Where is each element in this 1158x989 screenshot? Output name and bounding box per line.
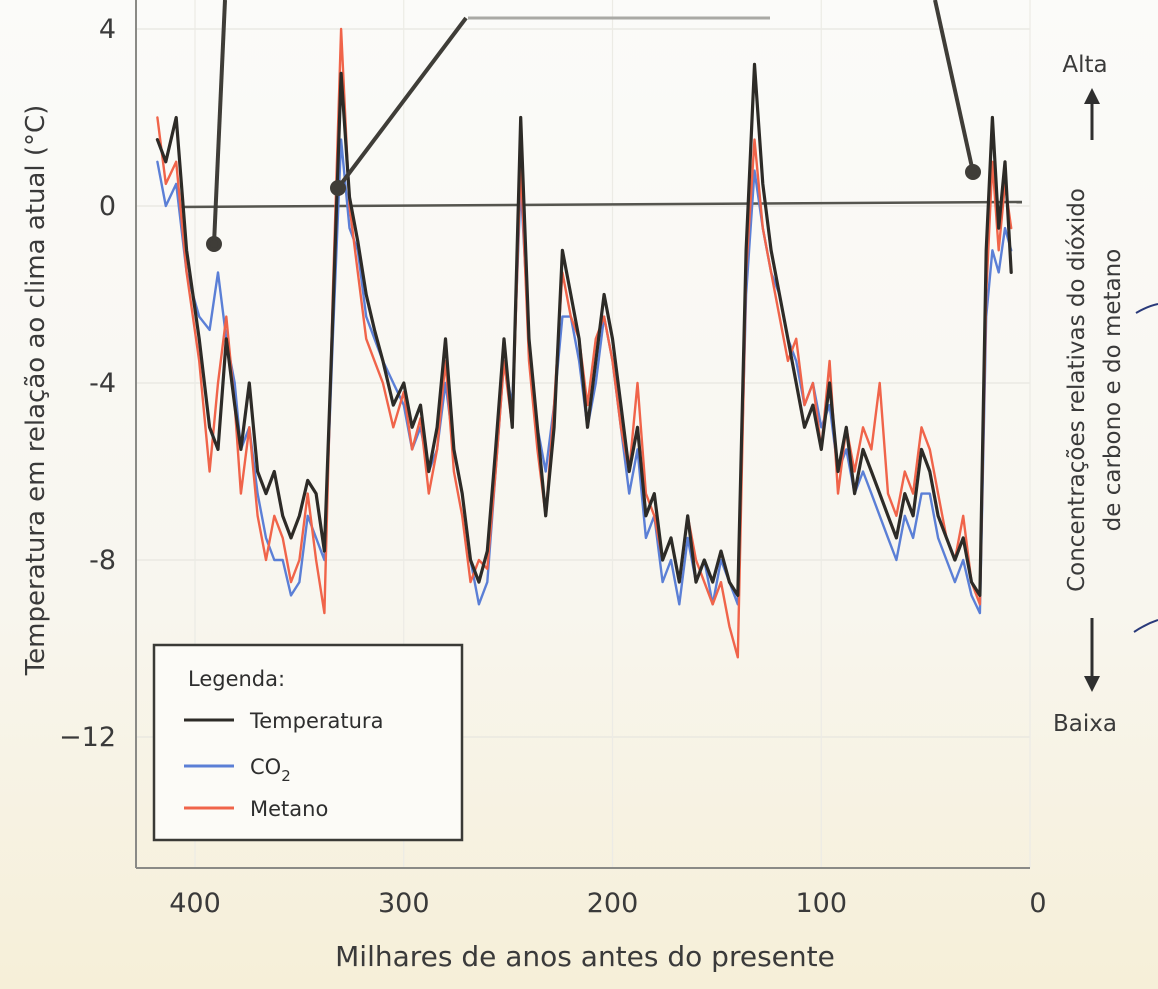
x-tick-label-2: 200 — [587, 888, 639, 919]
legend-label-co2-main: CO — [250, 755, 281, 779]
series-group — [155, 27, 1013, 659]
x-tick-label-3: 100 — [795, 888, 847, 919]
y-axis-title: Temperatura em relação ao clima atual (°… — [21, 105, 51, 677]
legend-label-co2-subscript: 2 — [281, 767, 291, 785]
y-tick-label-1: 0 — [99, 191, 116, 222]
series-line-temperatura — [155, 62, 1013, 597]
x-axis-title: Milhares de anos antes do presente — [335, 940, 835, 973]
legend-label-metano: Metano — [250, 797, 328, 821]
x-tick-label-0: 400 — [169, 888, 221, 919]
x-tick-label-1: 300 — [378, 888, 430, 919]
callout-marker-1 — [206, 236, 222, 252]
right-axis-bottom-label: Baixa — [1053, 711, 1117, 737]
callout-marker-3 — [965, 164, 981, 180]
series-line-metano — [156, 27, 1013, 659]
right-axis-up-arrow-icon — [1084, 88, 1100, 104]
series-line-co2 — [156, 138, 1013, 615]
legend-title: Legenda: — [188, 667, 285, 691]
callout-line-3 — [933, 0, 975, 173]
y-tick-label-4: −12 — [59, 722, 116, 753]
y-tick-label-3: -8 — [89, 545, 116, 576]
pen-mark-upper — [1135, 303, 1158, 314]
callout-line-2 — [336, 16, 468, 190]
right-axis-label-line2: de carbono e do metano — [1100, 249, 1126, 532]
x-tick-label-4: 0 — [1029, 888, 1046, 919]
y-tick-label-0: 4 — [99, 14, 116, 45]
x-tick-labels: 400 300 200 100 0 — [169, 888, 1046, 919]
right-axis-top-label: Alta — [1062, 52, 1107, 78]
right-axis-label-line1: Concentrações relativas do dióxido — [1064, 188, 1090, 592]
legend: Legenda: Temperatura CO2 Metano — [152, 643, 464, 842]
callout-line-1 — [212, 0, 227, 245]
y-tick-labels: 4 0 -4 -8 −12 — [59, 14, 116, 753]
callout-marker-2 — [330, 180, 346, 196]
y-tick-label-2: -4 — [89, 368, 116, 399]
legend-label-co2: CO2 — [250, 755, 291, 785]
pen-mark-lower — [1133, 619, 1158, 633]
legend-label-temperatura: Temperatura — [249, 709, 383, 733]
right-axis-down-arrow-icon — [1084, 676, 1100, 692]
zero-reference-line — [179, 200, 1023, 209]
annotation-callouts — [206, 0, 981, 252]
